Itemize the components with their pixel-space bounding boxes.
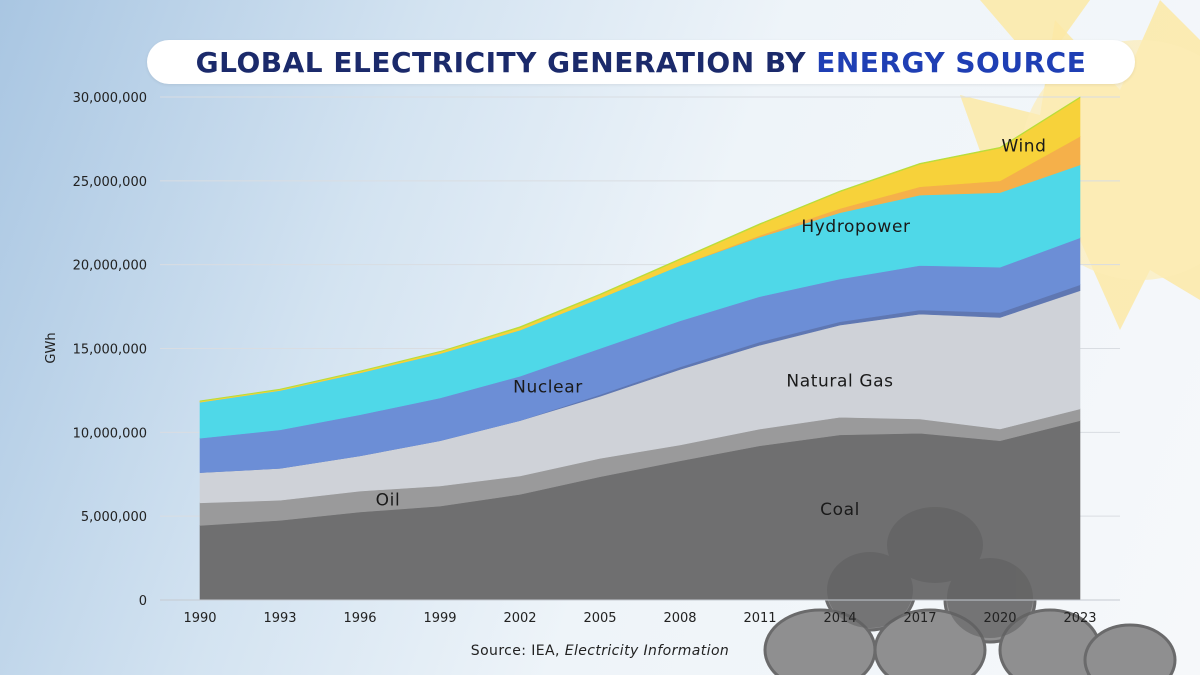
series-label-oil: Oil xyxy=(376,491,401,511)
y-tick-label: 30,000,000 xyxy=(73,91,147,106)
x-tick-label: 2020 xyxy=(983,611,1016,626)
y-axis-title: GWh xyxy=(44,332,59,363)
coal-lump-shape xyxy=(827,552,913,628)
x-tick-label: 2008 xyxy=(663,611,696,626)
x-tick-label: 1993 xyxy=(263,611,296,626)
coal-lump-shape xyxy=(947,558,1033,638)
coal-pile-overlay xyxy=(827,507,1033,638)
title-banner: GLOBAL ELECTRICITY GENERATION BY ENERGY … xyxy=(147,40,1135,84)
x-tick-label: 2014 xyxy=(823,611,856,626)
title-part-2: ENERGY SOURCE xyxy=(816,45,1087,79)
series-label-coal: Coal xyxy=(820,500,860,520)
series-label-wind: Wind xyxy=(1001,137,1046,157)
series-label-nuclear: Nuclear xyxy=(513,378,583,398)
series-label-natural-gas: Natural Gas xyxy=(786,371,893,391)
y-tick-label: 20,000,000 xyxy=(73,259,147,274)
coal-lump-shape xyxy=(887,507,983,583)
title-part-1: GLOBAL ELECTRICITY GENERATION BY xyxy=(195,45,817,79)
y-tick-label: 15,000,000 xyxy=(73,343,147,358)
x-tick-label: 1990 xyxy=(183,611,216,626)
series-label-layer: Coal Oil Natural Gas Nuclear Hydropower Wind xyxy=(376,137,1046,521)
area-series-band-8 xyxy=(199,96,1081,402)
y-tick-label: 10,000,000 xyxy=(73,426,147,441)
y-tick-label: 0 xyxy=(139,594,147,609)
source-prefix: Source: IEA, xyxy=(471,643,565,659)
x-tick-label: 1996 xyxy=(343,611,376,626)
x-tick-label: 1999 xyxy=(423,611,456,626)
axis-layer: 0 5,000,000 10,000,000 15,000,000 20,000,000… xyxy=(73,91,1120,626)
area-layer xyxy=(199,96,1081,601)
x-tick-label: 2023 xyxy=(1063,611,1096,626)
coal-lump-shape xyxy=(873,608,987,675)
x-tick-label: 2011 xyxy=(743,611,776,626)
x-tick-label: 2017 xyxy=(903,611,936,626)
y-tick-label: 25,000,000 xyxy=(73,175,147,190)
y-tick-label: 5,000,000 xyxy=(81,510,147,525)
page-title: GLOBAL ELECTRICITY GENERATION BY ENERGY … xyxy=(196,46,1087,79)
x-tick-label: 2002 xyxy=(503,611,536,626)
coal-lump-shape xyxy=(1083,623,1177,675)
source-caption: Source: IEA, Electricity Information xyxy=(471,643,729,659)
sun-ray-shape xyxy=(980,0,1090,70)
series-label-hydropower: Hydropower xyxy=(801,217,910,237)
x-tick-label: 2005 xyxy=(583,611,616,626)
source-publication: Electricity Information xyxy=(565,643,729,659)
